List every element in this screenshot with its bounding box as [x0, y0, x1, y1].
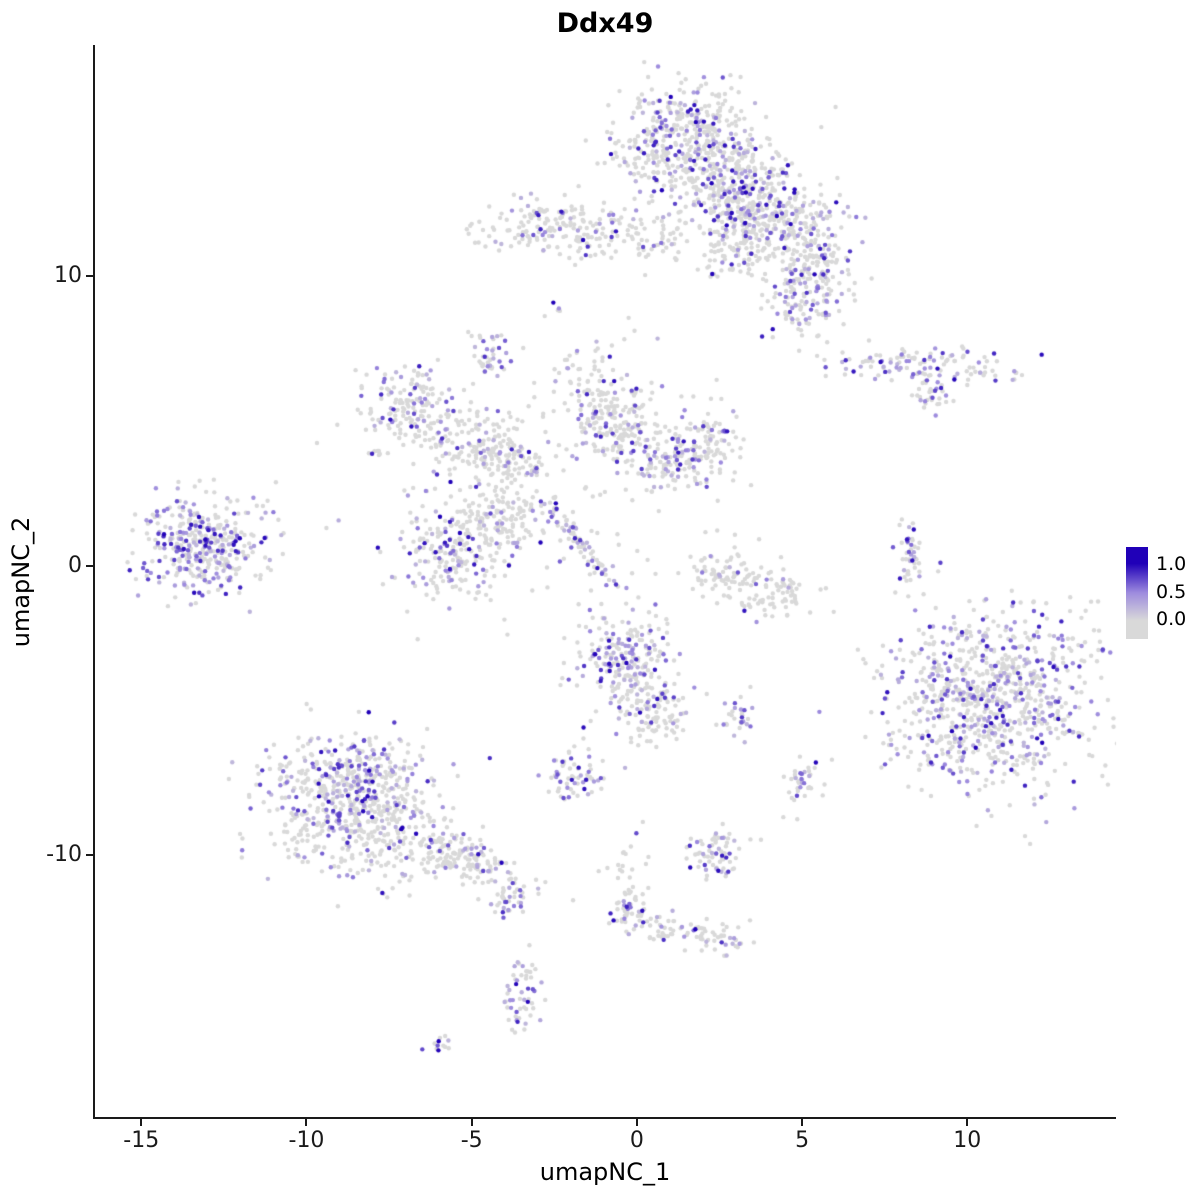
y-axis-tick-label: -10 — [46, 841, 82, 867]
y-axis-title: umapNC_2 — [7, 516, 35, 648]
x-axis-tick-label: 5 — [795, 1128, 810, 1153]
x-axis-tick-label: -10 — [288, 1128, 325, 1153]
y-axis-tick — [86, 275, 93, 278]
x-axis-tick-label: -5 — [460, 1128, 483, 1153]
x-axis-tick — [966, 1119, 969, 1126]
colorbar-tick-label: 0.5 — [1156, 581, 1187, 603]
x-axis-tick — [801, 1119, 804, 1126]
colorbar-tick-label: 1.0 — [1156, 553, 1187, 575]
y-axis-tick — [86, 564, 93, 567]
colorbar-gradient — [1126, 547, 1148, 639]
y-axis-tick — [86, 853, 93, 856]
x-axis-tick — [305, 1119, 308, 1126]
x-axis-tick — [140, 1119, 143, 1126]
x-axis-line — [93, 1117, 1116, 1119]
colorbar-tick-label: 0.0 — [1156, 608, 1187, 630]
x-axis-tick-label: 0 — [629, 1128, 644, 1153]
x-axis-title: umapNC_1 — [539, 1158, 671, 1186]
x-axis-tick-label: 10 — [953, 1128, 982, 1153]
x-axis-tick — [635, 1119, 638, 1126]
plot-title: Ddx49 — [556, 8, 654, 39]
y-axis-tick-label: 10 — [54, 263, 82, 289]
x-axis-tick-label: -15 — [123, 1128, 160, 1153]
y-axis-line — [93, 45, 95, 1119]
x-axis-tick — [470, 1119, 473, 1126]
y-axis-tick-label: 0 — [68, 552, 82, 578]
